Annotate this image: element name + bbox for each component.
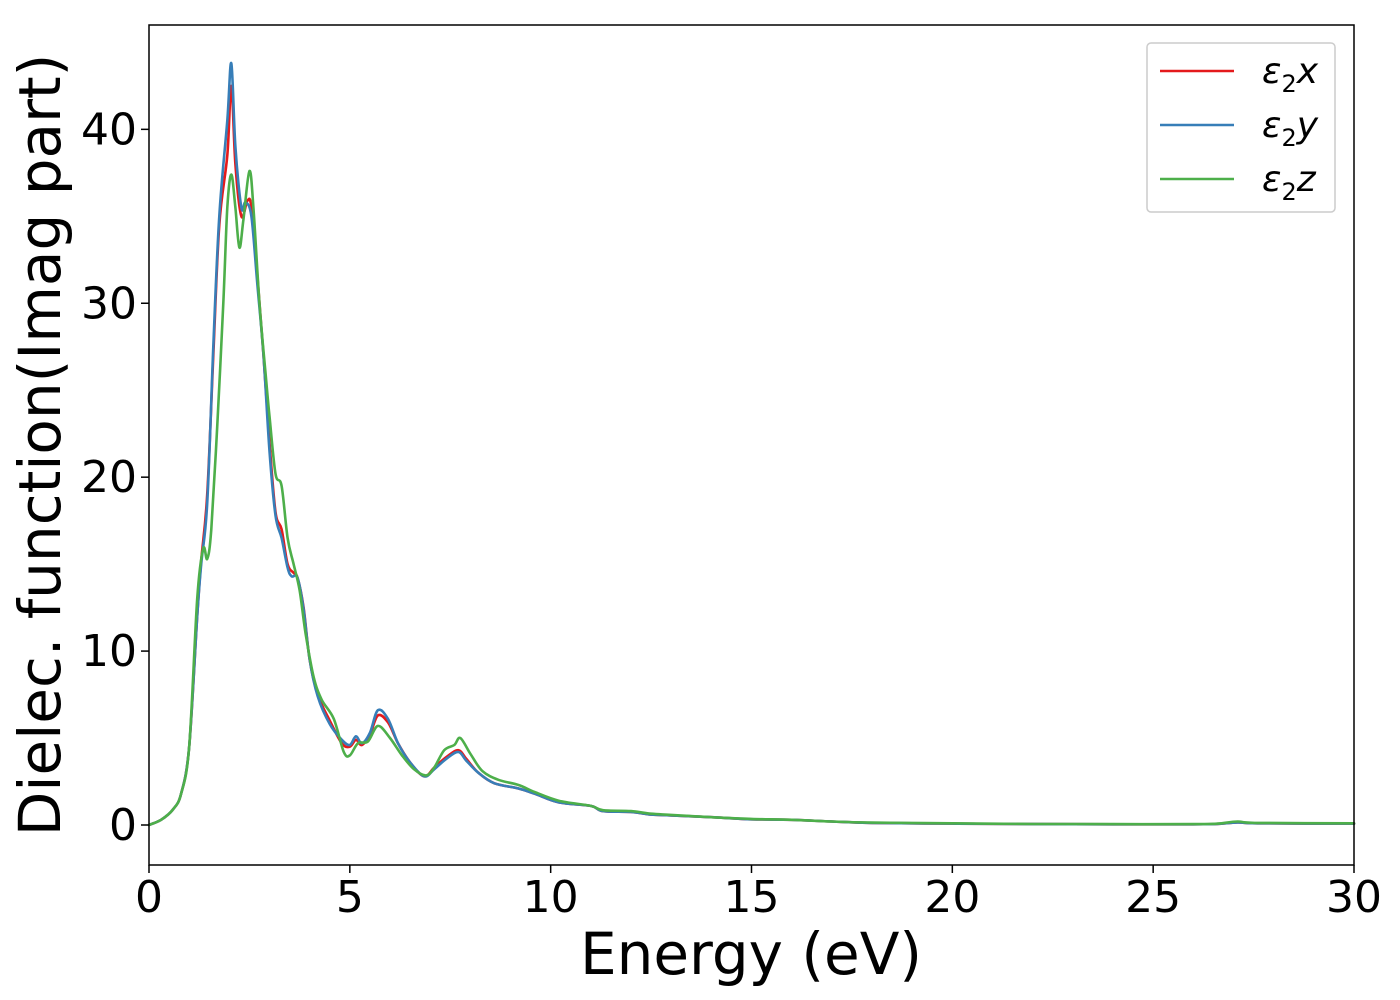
x-tick-label: 25 (1125, 872, 1181, 923)
legend-label-y: ε2y (1262, 105, 1319, 152)
x-tick-label: 15 (724, 872, 780, 923)
x-axis-ticks: 0 5 10 15 20 25 30 (135, 865, 1382, 923)
y-axis-ticks: 0 10 20 30 40 (81, 104, 149, 851)
legend: ε2x ε2y ε2z (1146, 42, 1336, 213)
y-tick-label: 0 (109, 800, 137, 851)
x-axis-label: Energy (eV) (580, 920, 922, 988)
y-tick-label: 40 (81, 104, 137, 155)
x-tick-label: 10 (523, 872, 579, 923)
x-tick-label: 30 (1326, 872, 1382, 923)
y-tick-label: 30 (81, 278, 137, 329)
series-line-z (147, 169, 1356, 827)
legend-box (1146, 42, 1336, 213)
x-tick-label: 5 (336, 872, 364, 923)
plot-lines (147, 61, 1356, 827)
legend-label-z: ε2z (1262, 159, 1317, 206)
x-tick-label: 0 (135, 872, 163, 923)
legend-label-x: ε2x (1262, 51, 1319, 98)
x-tick-label: 20 (924, 872, 980, 923)
y-tick-label: 20 (81, 452, 137, 503)
y-axis-label: Dielec. function(Imag part) (6, 54, 74, 837)
y-tick-label: 10 (81, 626, 137, 677)
